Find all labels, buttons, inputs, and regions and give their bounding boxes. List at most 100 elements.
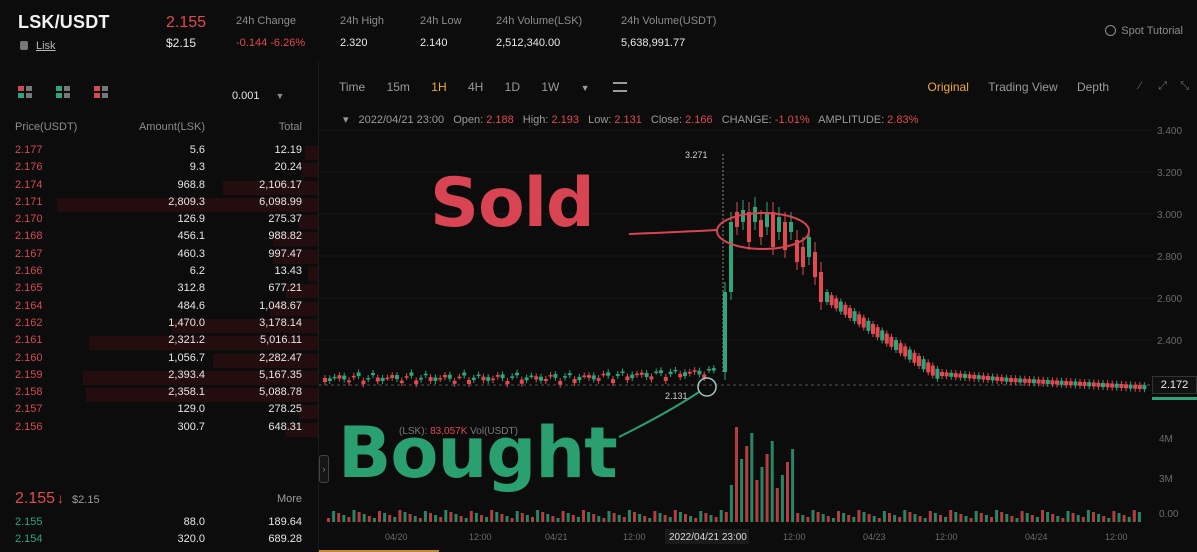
depth-bar — [83, 370, 318, 385]
orderbook-row[interactable]: 2.165 312.8 677.21 — [0, 282, 318, 299]
volume-legend: (LSK): 83,057K Vol(USDT) — [399, 426, 518, 437]
candle-body — [563, 376, 567, 378]
orderbook-row[interactable]: 2.162 1,470.0 3,178.14 — [0, 317, 318, 334]
row-price: 2.158 — [15, 386, 43, 399]
coin-info-link[interactable]: Lisk — [20, 40, 56, 52]
candle-body — [543, 378, 548, 382]
volume-bar — [893, 515, 897, 522]
orderbook-row[interactable]: 2.176 9.3 20.24 — [0, 161, 318, 178]
ohlc-collapse-icon[interactable]: ▾ — [343, 114, 349, 126]
volume-bar — [383, 513, 387, 522]
candlestick-chart[interactable]: 3.400 3.200 3.000 2.800 2.600 2.400 4M 3M 0.00 3.… — [319, 62, 1197, 552]
volume-bar — [1107, 518, 1111, 522]
collapse-panel-handle[interactable]: › — [319, 455, 329, 483]
candle-body — [471, 377, 476, 380]
orderbook-row[interactable]: 2.159 2,393.4 5,167.35 — [0, 369, 318, 386]
orderbook-row[interactable]: 2.156 300.7 648.31 — [0, 421, 318, 438]
interval-1w[interactable]: 1W — [541, 80, 560, 94]
more-link[interactable]: More — [276, 493, 302, 505]
candle-body — [654, 371, 659, 374]
orderbook-row[interactable]: 2.155 88.0 189.64 — [0, 516, 318, 533]
amplitude-label: AMPLITUDE: — [818, 114, 885, 126]
volume-bar — [643, 516, 647, 522]
volume-legend-value: 83,057K — [430, 426, 468, 437]
view-both-icon[interactable] — [18, 86, 34, 100]
row-total: 3,178.14 — [259, 316, 302, 329]
stat-value: 2.320 — [340, 37, 368, 49]
orderbook-row[interactable]: 2.174 968.8 2,106.17 — [0, 179, 318, 196]
interval-4h[interactable]: 4H — [467, 80, 484, 94]
view-asks-icon[interactable] — [94, 86, 110, 100]
orderbook-row[interactable]: 2.160 1,056.7 2,282.47 — [0, 352, 318, 369]
view-bids-icon[interactable] — [56, 86, 72, 100]
row-price: 2.166 — [15, 265, 43, 278]
orderbook-row[interactable]: 2.158 2,358.1 5,088.78 — [0, 386, 318, 403]
volume-bar — [1122, 515, 1126, 522]
stat-label: 24h Volume(USDT) — [621, 15, 717, 27]
candle-body — [395, 375, 399, 380]
volume-bar — [490, 510, 494, 522]
volume-bar — [393, 517, 397, 522]
indicator-icon[interactable]: ⁄ — [1139, 80, 1141, 92]
row-amount: 2,809.3 — [168, 195, 205, 208]
stat-label: 24h Change — [236, 15, 296, 27]
volume-bar — [1056, 516, 1060, 522]
tab-trading-view[interactable]: Trading View — [988, 80, 1058, 94]
row-price: 2.155 — [15, 516, 43, 528]
row-price: 2.160 — [15, 351, 43, 364]
precision-select[interactable]: 0.001 ▼ — [232, 90, 284, 102]
volume-bar — [944, 517, 948, 522]
candle-body — [347, 380, 351, 383]
indicator-settings-icon[interactable] — [612, 82, 627, 92]
orderbook-row[interactable]: 2.157 129.0 278.25 — [0, 403, 318, 420]
tab-original[interactable]: Original — [927, 80, 969, 94]
candle-body — [447, 374, 452, 379]
candle-body — [510, 376, 515, 378]
candle-body — [702, 374, 707, 379]
orderbook-row[interactable]: 2.167 460.3 997.47 — [0, 248, 318, 265]
candle-body — [481, 376, 486, 381]
volume-bar — [520, 513, 524, 522]
spot-tutorial-link[interactable]: Spot Tutorial — [1105, 25, 1183, 37]
candle-body — [380, 377, 385, 381]
expand-icon[interactable]: ⤡ — [1180, 80, 1189, 92]
more-intervals-chevron-icon[interactable]: ▼ — [580, 83, 590, 93]
fullscreen-icon[interactable]: ⤢ — [1158, 80, 1167, 92]
spot-tutorial-label: Spot Tutorial — [1121, 25, 1183, 37]
orderbook-row[interactable]: 2.170 126.9 275.37 — [0, 213, 318, 230]
orderbook-row[interactable]: 2.168 456.1 988.82 — [0, 230, 318, 247]
candle-body — [577, 376, 582, 381]
time-scrollbar[interactable] — [319, 550, 439, 552]
candle-body — [375, 377, 380, 382]
orderbook-row[interactable]: 2.161 2,321.2 5,016.11 — [0, 334, 318, 351]
volume-bar — [582, 510, 585, 522]
row-price: 2.157 — [15, 403, 43, 416]
tab-depth[interactable]: Depth — [1076, 80, 1109, 94]
row-price: 2.154 — [15, 533, 43, 546]
volume-bar — [668, 517, 672, 522]
volume-bar — [1046, 512, 1050, 522]
volume-bar — [954, 512, 958, 522]
volume-bar — [403, 512, 407, 522]
volume-bar — [923, 518, 927, 522]
row-amount: 2,358.1 — [168, 386, 205, 399]
orderbook-row[interactable]: 2.177 5.6 12.19 — [0, 144, 318, 161]
interval-15m[interactable]: 15m — [386, 80, 410, 94]
orderbook-row[interactable]: 2.154 320.0 689.28 — [0, 533, 318, 550]
volume-bar — [454, 514, 458, 522]
play-icon — [1105, 25, 1117, 36]
candle-body — [620, 371, 625, 373]
orderbook-row[interactable]: 2.166 6.2 13.43 — [0, 265, 318, 282]
interval-1d[interactable]: 1D — [504, 80, 520, 94]
candle-body — [428, 377, 433, 381]
interval-1h[interactable]: 1H — [431, 80, 447, 94]
orderbook-row[interactable]: 2.171 2,809.3 6,098.99 — [0, 196, 318, 213]
volume-bar — [459, 516, 463, 522]
volume-bar — [842, 513, 846, 522]
coin-name[interactable]: Lisk — [36, 40, 56, 52]
interval-time[interactable]: Time — [339, 80, 366, 94]
pair-title[interactable]: LSK/USDT — [18, 12, 110, 32]
orderbook-row[interactable]: 2.164 484.6 1,048.67 — [0, 300, 318, 317]
row-amount: 312.8 — [177, 282, 205, 295]
volume-bar — [541, 512, 545, 522]
